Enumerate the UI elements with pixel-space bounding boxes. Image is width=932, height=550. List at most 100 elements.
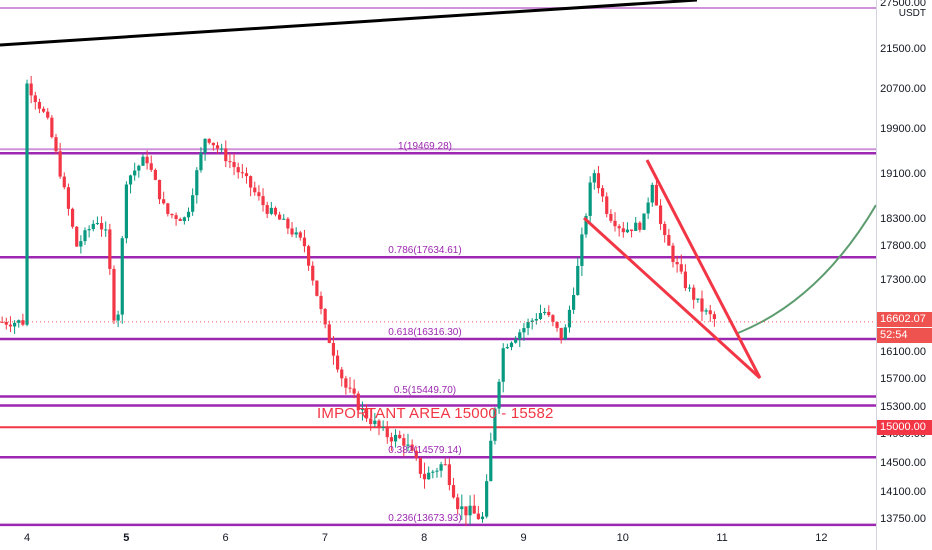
candle-body	[559, 327, 563, 340]
candle-body	[369, 418, 373, 425]
candle-body	[340, 369, 344, 379]
fib-level-label: 0.786(17634.61)	[388, 245, 462, 257]
candle-body	[708, 310, 712, 315]
candle-body	[29, 83, 33, 96]
price-tick-label: 21500.00	[880, 43, 926, 55]
candle-body	[12, 322, 17, 327]
candle-body	[87, 229, 91, 231]
candle-body	[360, 408, 365, 411]
chart-area[interactable]: 1(19469.28) 0.786(17634.61) 0.618(16316.30…	[0, 0, 876, 550]
candle-body	[460, 506, 464, 510]
candle-body	[153, 169, 157, 180]
candle-body	[443, 464, 447, 466]
candle-body	[145, 156, 149, 164]
candle-body	[306, 246, 311, 266]
candle-body	[385, 427, 389, 438]
candle-body	[526, 322, 530, 329]
candle-body	[186, 211, 191, 218]
candle-body	[654, 184, 659, 206]
wedge-lower-line	[582, 216, 762, 380]
candle-body	[104, 229, 108, 231]
candle-body	[679, 264, 683, 272]
fib-levels	[0, 7, 876, 527]
candle-body	[625, 229, 630, 233]
fib-level-label: 1(19469.28)	[398, 141, 452, 153]
candle-body	[555, 321, 559, 328]
candle-body	[464, 506, 468, 516]
candle-body	[290, 228, 294, 235]
candle-body	[41, 108, 46, 112]
price-tick-label: 16100.00	[880, 346, 926, 358]
candle-body	[534, 319, 538, 321]
candle-body	[410, 444, 414, 451]
candle-body	[174, 215, 178, 219]
candle-body	[373, 420, 377, 425]
candle-body	[37, 102, 42, 109]
candle-body	[75, 226, 79, 247]
candle-body	[315, 280, 319, 296]
candle-body	[613, 220, 617, 227]
candle-body	[70, 208, 75, 227]
price-tick-label: 14500.00	[880, 457, 926, 469]
candle-body	[414, 450, 418, 458]
candle-body	[261, 196, 265, 206]
candle-body	[451, 485, 456, 498]
time-tick-label: 12	[815, 532, 828, 544]
wedge-upper-line	[645, 159, 762, 379]
candle-body	[584, 215, 588, 235]
candle-body	[638, 222, 642, 230]
candle-body	[66, 187, 71, 209]
candle-body	[543, 311, 547, 314]
trend-line	[0, 0, 698, 47]
candle-body	[567, 309, 572, 328]
candle-body	[530, 320, 534, 323]
candle-body	[700, 298, 704, 312]
price-tick-label: 15300.00	[880, 401, 926, 413]
candle-body	[476, 513, 480, 520]
price-chart[interactable]	[0, 0, 876, 550]
candle-body	[141, 156, 145, 166]
candle-body	[195, 170, 199, 196]
candle-body	[505, 347, 509, 349]
candle-body	[456, 497, 460, 510]
candle-body	[79, 241, 83, 247]
level-price-tag: 15000.00	[877, 420, 932, 435]
candle-body	[712, 314, 716, 320]
candle-body	[228, 161, 232, 163]
candle-body	[692, 287, 696, 300]
candle-body	[406, 444, 410, 446]
candle-body	[211, 142, 215, 146]
candle-body	[319, 295, 323, 309]
candle-body	[166, 203, 170, 214]
candle-body	[381, 427, 385, 429]
fib-level-label: 0.5(15449.70)	[393, 384, 457, 396]
candle-body	[178, 218, 182, 221]
time-tick-label: 5	[123, 532, 130, 544]
candle-body	[108, 229, 112, 269]
candle-body	[0, 321, 4, 323]
fib-level-label: 0.236(13673.93)	[388, 512, 462, 524]
candle-body	[124, 184, 128, 239]
candle-body	[224, 148, 228, 162]
candle-body	[298, 232, 302, 238]
price-tick-label: 13750.00	[880, 513, 926, 525]
candle-body	[265, 205, 269, 214]
price-tick-label: 27500.00	[880, 0, 926, 9]
candle-body	[128, 175, 133, 185]
candle-body	[518, 332, 522, 340]
candle-body	[501, 348, 505, 382]
candle-body	[704, 310, 708, 312]
candle-body	[485, 481, 489, 517]
candle-body	[273, 207, 278, 215]
candle-body	[278, 214, 282, 220]
price-tick-label: 17300.00	[880, 274, 926, 286]
candle-body	[236, 167, 240, 173]
candle-body	[547, 311, 551, 316]
candle-body	[170, 213, 174, 216]
candle-body	[207, 138, 211, 143]
candle-body	[83, 230, 87, 242]
candle-body	[327, 324, 331, 343]
candle-body	[671, 245, 675, 263]
candle-body	[25, 83, 29, 325]
price-axis[interactable]: USDT 27500.00 21500.00 20700.00 19900.00 191…	[876, 0, 932, 550]
